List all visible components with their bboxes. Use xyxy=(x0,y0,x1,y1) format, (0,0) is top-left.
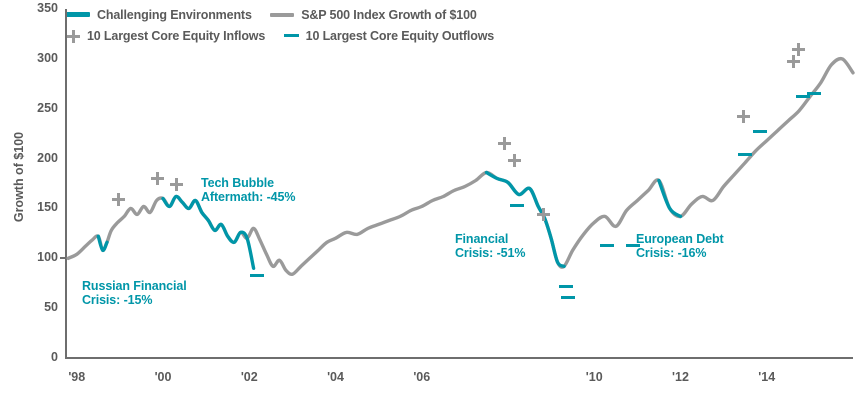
x-tick-label: '10 xyxy=(585,370,603,384)
legend-item-sp500[interactable]: S&P 500 Index Growth of $100 xyxy=(270,6,477,24)
series-line xyxy=(657,178,683,219)
x-tick-label: '06 xyxy=(413,370,431,384)
gray-line-swatch-icon xyxy=(270,12,295,17)
outflow-dash-icon xyxy=(250,274,265,278)
outflow-dash-icon xyxy=(509,204,524,208)
x-axis-line xyxy=(65,357,853,359)
y-tick-mark xyxy=(60,257,65,260)
inflow-plus-icon xyxy=(536,208,550,222)
annotation-european-debt-crisis: European Debt Crisis: -16% xyxy=(636,232,724,260)
y-tick-label: 200 xyxy=(37,150,58,165)
teal-dash-swatch-icon xyxy=(283,34,299,38)
teal-line-swatch-icon xyxy=(66,12,90,18)
outflow-dash-icon xyxy=(796,94,811,98)
y-tick-label: 0 xyxy=(51,350,58,364)
legend-label-outflows: 10 Largest Core Equity Outflows xyxy=(305,28,495,43)
legend-label-challenging-environments: Challenging Environments xyxy=(97,7,252,22)
y-tick-label: 150 xyxy=(37,200,58,215)
x-tick-label: '00 xyxy=(154,370,172,384)
x-tick-label: '12 xyxy=(672,370,689,384)
inflow-plus-icon xyxy=(497,136,511,150)
y-tick-label: 250 xyxy=(37,100,58,115)
legend-item-inflows[interactable]: 10 Largest Core Equity Inflows xyxy=(66,27,265,45)
series-line xyxy=(161,194,256,270)
y-tick-label: 350 xyxy=(37,1,58,15)
outflow-dash-icon xyxy=(738,152,753,156)
legend-row-1: Challenging Environments S&P 500 Index G… xyxy=(66,6,491,24)
inflow-plus-icon xyxy=(791,42,805,56)
legend-label-inflows: 10 Largest Core Equity Inflows xyxy=(87,28,266,43)
legend-item-challenging-environments[interactable]: Challenging Environments xyxy=(66,6,252,24)
outflow-dash-icon xyxy=(807,91,822,95)
inflow-plus-icon xyxy=(150,171,164,185)
x-tick-label: '04 xyxy=(327,370,344,384)
x-tick-label: '98 xyxy=(68,370,86,384)
annotation-tech-bubble-aftermath: Tech Bubble Aftermath: -45% xyxy=(201,176,296,204)
outflow-dash-icon xyxy=(600,244,615,248)
y-tick-label: 50 xyxy=(44,300,58,315)
legend-item-outflows[interactable]: 10 Largest Core Equity Outflows xyxy=(283,27,495,45)
plus-marker-swatch-icon xyxy=(66,29,80,43)
x-tick-label: '02 xyxy=(240,370,258,384)
inflow-plus-icon xyxy=(169,178,183,192)
inflow-plus-icon xyxy=(737,109,751,123)
legend-row-2: 10 Largest Core Equity Inflows 10 Larges… xyxy=(66,27,508,45)
inflow-plus-icon xyxy=(111,193,125,207)
annotation-russian-financial-crisis: Russian Financial Crisis: -15% xyxy=(82,279,187,307)
outflow-dash-icon xyxy=(561,296,576,300)
outflow-dash-icon xyxy=(626,244,641,248)
y-tick-labels: 350 300 250 200 150 100 50 0 xyxy=(18,0,58,370)
outflow-dash-icon xyxy=(559,285,574,289)
series-line xyxy=(96,234,109,253)
annotation-financial-crisis: Financial Crisis: -51% xyxy=(455,232,526,260)
outflow-dash-icon xyxy=(753,129,768,133)
legend-label-sp500: S&P 500 Index Growth of $100 xyxy=(301,7,477,22)
chart-legend: Challenging Environments S&P 500 Index G… xyxy=(66,4,586,48)
y-axis-line xyxy=(65,9,67,359)
inflow-plus-icon xyxy=(508,153,522,167)
y-tick-label: 300 xyxy=(37,50,58,65)
series-line xyxy=(484,170,566,268)
inflow-plus-icon xyxy=(786,54,800,68)
y-tick-label: 100 xyxy=(37,250,58,265)
x-tick-label: '14 xyxy=(758,370,776,384)
